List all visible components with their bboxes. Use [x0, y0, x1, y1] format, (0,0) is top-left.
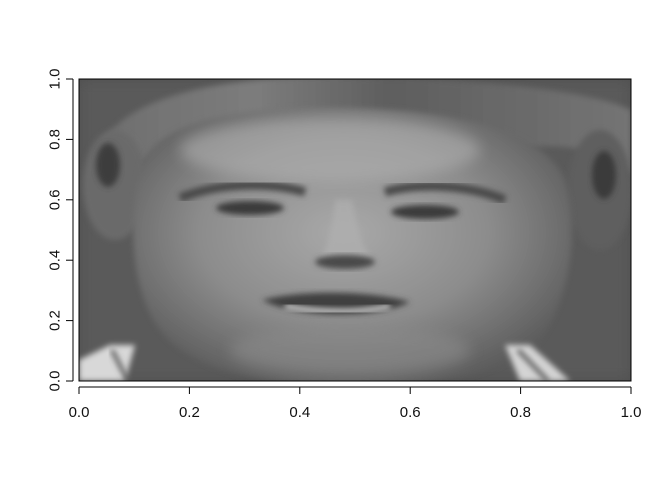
y-tick-label: 0.6: [47, 189, 64, 210]
y-tick-label: 0.2: [47, 310, 64, 331]
x-axis: 0.0 0.2 0.4 0.6 0.8 1.0: [69, 386, 642, 421]
y-tick-label: 0.4: [47, 250, 64, 271]
x-tick-label: 0.0: [69, 404, 90, 421]
y-tick-label: 0.8: [47, 129, 64, 150]
y-axis: 0.0 0.2 0.4 0.6 0.8 1.0: [47, 69, 74, 392]
y-tick-label: 0.0: [47, 371, 64, 392]
plot-frame: [78, 78, 632, 382]
x-tick-label: 0.8: [510, 404, 531, 421]
x-tick-label: 0.2: [179, 404, 200, 421]
y-tick-label: 1.0: [47, 69, 64, 90]
face-image: [79, 79, 631, 381]
x-tick-label: 1.0: [621, 404, 642, 421]
x-tick-label: 0.6: [400, 404, 421, 421]
x-tick-label: 0.4: [289, 404, 310, 421]
